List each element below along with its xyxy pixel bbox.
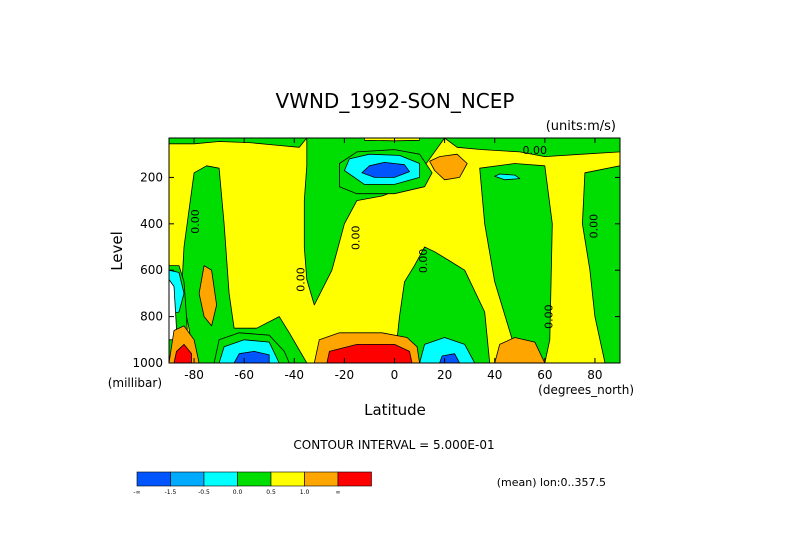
colorbar-label: ∞ [336, 489, 341, 496]
colorbar-label: -1.5 [165, 489, 177, 496]
contour-region-green-right-column [479, 163, 553, 363]
contour-region-cyan-lower-mid [419, 337, 476, 363]
contour-region-orange-lower-right [494, 337, 546, 363]
contour-label: 0.00 [294, 267, 307, 292]
contour-region-green-top-left [169, 138, 308, 148]
x-tick-label: 60 [537, 368, 552, 382]
y-axis-label: Level [108, 231, 126, 271]
colorbar-label: -∞ [133, 489, 140, 496]
x-unit-label: (degrees_north) [538, 383, 634, 397]
contour-region-orange-upper-right [429, 153, 468, 181]
contour-label: 0.00 [349, 225, 362, 250]
contour-label: 0.00 [588, 214, 601, 239]
footer-text: (mean) lon:0..357.5 [497, 476, 606, 489]
y-tick-label: 400 [140, 217, 163, 231]
contour-region-red-lower-center [326, 343, 413, 363]
chart-title: VWND_1992-SON_NCEP [276, 89, 515, 113]
x-tick-label: 20 [437, 368, 452, 382]
colorbar-swatch [203, 471, 238, 487]
colorbar: -∞ -1.5 -0.5 0.0 0.5 1.0 ∞ [133, 471, 372, 496]
colorbar-swatch [337, 471, 372, 487]
contour-region-blue-jet-core [361, 161, 410, 178]
x-axis-label: Latitude [364, 401, 426, 419]
contour-label: 0.00 [542, 304, 555, 329]
colorbar-swatch [136, 471, 171, 487]
colorbar-label: 0.0 [233, 489, 243, 496]
contour-label: 0.00 [189, 209, 202, 234]
y-unit-label: (millibar) [108, 376, 162, 390]
units-label: (units:m/s) [546, 119, 616, 134]
y-tick-label: 1000 [132, 356, 163, 370]
contour-region-yellow-top-sliver [363, 138, 421, 142]
contour-region-green-center-lower [394, 246, 491, 363]
contour-region-green-right-edge [582, 165, 620, 363]
x-tick-label: -20 [335, 368, 355, 382]
contour-label: 0.00 [417, 249, 430, 274]
colorbar-label: 0.5 [266, 489, 276, 496]
x-tick-label: 0 [391, 368, 399, 382]
y-tick-label: 600 [140, 263, 163, 277]
colorbar-swatch [170, 471, 205, 487]
colorbar-label: -0.5 [198, 489, 210, 496]
plot-area: 0.00 0.00 0.00 0.00 0.00 0.00 0.00 [169, 138, 620, 363]
x-tick-label: 80 [587, 368, 602, 382]
colorbar-label: 1.0 [300, 489, 310, 496]
contour-region-cyan-upper-right-patch [494, 173, 521, 181]
contour-region-red-left-bottom [173, 343, 193, 363]
x-tick-label: -80 [184, 368, 204, 382]
x-tick-label: -40 [284, 368, 304, 382]
contour-region-orange-left-mid [198, 265, 218, 327]
colorbar-swatch [270, 471, 305, 487]
contour-region-blue-lower-left [233, 350, 270, 363]
y-tick-label: 800 [140, 310, 163, 324]
contour-region-green-top-right [444, 138, 620, 158]
x-tick-label: 40 [487, 368, 502, 382]
contour-interval-text: CONTOUR INTERVAL = 5.000E-01 [293, 438, 494, 452]
contour-label: 0.00 [523, 144, 548, 157]
x-tick-label: -60 [234, 368, 254, 382]
y-tick-label: 200 [140, 170, 163, 184]
colorbar-swatch [304, 471, 339, 487]
colorbar-swatch [237, 471, 272, 487]
